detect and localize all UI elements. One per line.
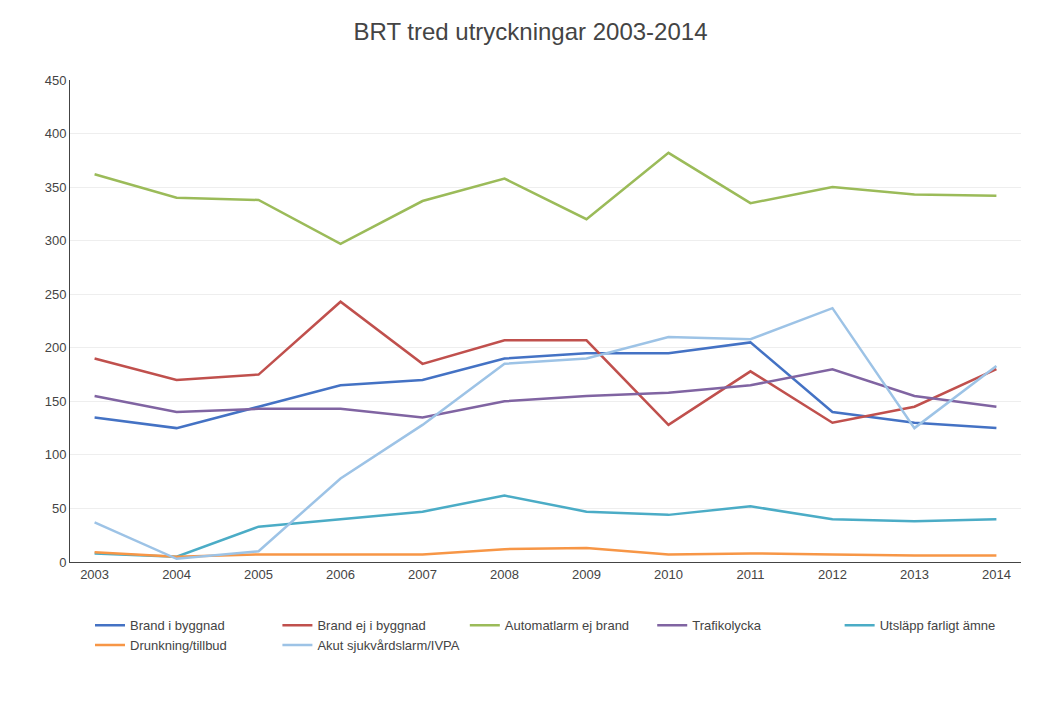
svg-text:BRT tred utryckningar 2003-201: BRT tred utryckningar 2003-2014 xyxy=(354,18,708,45)
svg-text:350: 350 xyxy=(45,180,67,195)
svg-text:2007: 2007 xyxy=(408,567,437,582)
svg-text:150: 150 xyxy=(45,394,67,409)
svg-text:50: 50 xyxy=(52,501,66,516)
svg-text:2010: 2010 xyxy=(654,567,683,582)
svg-text:300: 300 xyxy=(45,233,67,248)
svg-text:2005: 2005 xyxy=(244,567,273,582)
svg-text:2014: 2014 xyxy=(982,567,1011,582)
svg-text:2008: 2008 xyxy=(490,567,519,582)
svg-text:0: 0 xyxy=(59,555,66,570)
svg-text:Utsläpp farligt ämne: Utsläpp farligt ämne xyxy=(880,618,996,633)
svg-text:2004: 2004 xyxy=(162,567,191,582)
svg-text:Drunkning/tillbud: Drunkning/tillbud xyxy=(130,638,227,653)
svg-text:100: 100 xyxy=(45,447,67,462)
svg-text:2009: 2009 xyxy=(572,567,601,582)
svg-text:Brand i byggnad: Brand i byggnad xyxy=(130,618,225,633)
svg-text:2003: 2003 xyxy=(80,567,109,582)
svg-text:400: 400 xyxy=(45,126,67,141)
svg-text:Akut sjukvårdslarm/IVPA: Akut sjukvårdslarm/IVPA xyxy=(317,638,459,653)
svg-text:Automatlarm ej brand: Automatlarm ej brand xyxy=(505,618,629,633)
svg-text:250: 250 xyxy=(45,287,67,302)
svg-text:2012: 2012 xyxy=(818,567,847,582)
svg-text:200: 200 xyxy=(45,340,67,355)
svg-text:Trafikolycka: Trafikolycka xyxy=(692,618,762,633)
svg-text:450: 450 xyxy=(45,73,67,88)
svg-text:Brand ej i byggnad: Brand ej i byggnad xyxy=(317,618,425,633)
svg-text:2013: 2013 xyxy=(900,567,929,582)
svg-text:2006: 2006 xyxy=(326,567,355,582)
svg-text:2011: 2011 xyxy=(736,567,764,582)
